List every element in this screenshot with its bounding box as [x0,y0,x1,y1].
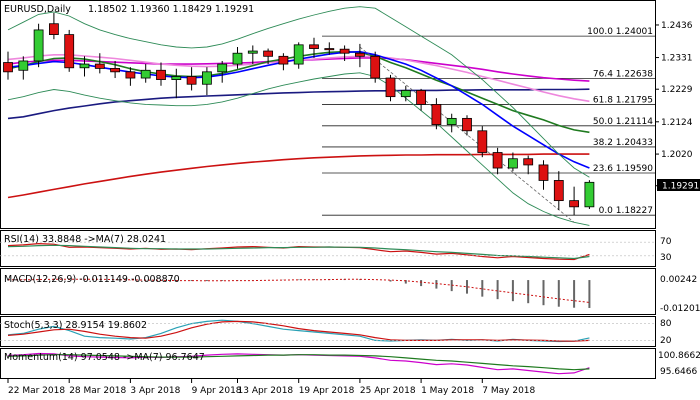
candle-body [584,181,595,208]
momentum-title: Momentum(14) 97.0548 ->MA(7) 96.7647 [4,352,205,363]
momentum-tick-top: 100.8662 [658,351,700,361]
macd-tick-top: 0.00242 [660,275,697,285]
stoch-tick-80: 80 [660,319,672,329]
x-tick-label: 1 May 2018 [421,386,474,396]
candle-body [3,62,13,73]
rsi-tick-30: 30 [660,253,672,263]
candle-body [462,117,472,132]
candle-body [140,69,151,79]
candle-body [186,76,197,85]
macd-panel: MACD(12,26,9) -0.011149 -0.008870 0.0024… [0,268,700,315]
candle-body [94,63,105,69]
candle-body [446,117,457,125]
fib-level-label: 76.4 1.22638 [593,69,653,79]
overlay-line [7,6,590,178]
chart-title: EURUSD,Daily [4,4,71,15]
momentum-panel: Momentum(14) 97.0548 ->MA(7) 96.7647 100… [0,348,700,379]
y-tick-label: 1.2331 [661,54,693,64]
indicator-line [7,242,590,261]
ohlc-header: 1.18502 1.19360 1.18429 1.19291 [88,4,254,15]
x-tick-label: 19 Apr 2018 [299,386,355,396]
y-tick-label: 1.2124 [661,118,693,128]
candle-body [278,55,289,65]
overlay-line [7,88,590,120]
candle-body [400,90,411,98]
rsi-panel: RSI(14) 33.8848 ->MA(7) 28.0241 70 30 [0,230,672,267]
candle-body [125,71,136,79]
stoch-title: Stoch(5,3,3) 28.9154 19.8602 [4,320,147,331]
candle-body [110,68,120,73]
x-tick-label: 22 Mar 2018 [8,386,65,396]
candle-body [431,104,442,125]
last-price-tag: 1.19291 [657,179,700,192]
rsi-tick-70: 70 [660,237,672,247]
candle-body [263,50,274,57]
rsi-title: RSI(14) 33.8848 ->MA(7) 28.0241 [4,234,166,245]
fib-level-label: 50.0 1.21114 [593,117,653,127]
candle-body [507,158,518,169]
x-tick-label: 25 Apr 2018 [360,386,416,396]
y-tick-label: 1.2229 [661,85,693,95]
candle-body [201,71,212,85]
candle-body [247,50,258,54]
stoch-panel: Stoch(5,3,3) 28.9154 19.8602 80 20 [0,316,672,347]
candle-body [293,44,304,65]
fib-level-label: 38.2 1.20433 [593,138,653,148]
candle-body [18,60,29,71]
candle-body [79,63,90,69]
x-tick-label: 28 Mar 2018 [69,386,126,396]
candle-body [309,44,319,49]
candle-body [416,90,427,105]
y-tick-label: 1.2020 [661,150,693,160]
momentum-tick-bottom: 95.6466 [660,367,697,377]
overlay-line [7,153,590,199]
candle-body [477,130,488,153]
candle-body [49,23,59,35]
candle-body [217,63,228,73]
candle-body [538,164,549,181]
macd-title: MACD(12,26,9) -0.011149 -0.008870 [4,274,180,285]
stoch-tick-20: 20 [660,336,672,346]
fib-level-label: 0.0 1.18227 [599,206,653,216]
macd-signal-line [8,278,590,303]
fib-level-label: 100.0 1.24001 [587,27,653,37]
x-tick-label: 3 Apr 2018 [130,386,180,396]
candle-body [569,200,579,208]
candle-body [354,52,365,57]
macd-tick-bottom: -0.012019 [660,304,700,314]
trend-line [359,46,575,223]
x-tick-label: 7 May 2018 [482,386,535,396]
candle-body [33,29,44,62]
fib-level-label: 61.8 1.21795 [593,95,653,105]
candle-body [553,180,564,202]
candle-body [370,55,381,79]
candle-body [492,152,503,169]
candle-body [523,158,534,166]
last-price-label: 1.19291 [662,182,699,192]
candle-body [385,77,396,98]
candle-body [339,48,350,54]
indicator-line [7,244,590,260]
price-panel: 100.0 1.24001 76.4 1.22638 61.8 1.21795 50.… [0,0,700,229]
indicator-line [7,354,590,371]
y-tick-label: 1.2436 [661,21,693,31]
overlay-line [7,72,590,226]
x-tick-label: 9 Apr 2018 [192,386,242,396]
candle-body [156,69,166,80]
candle-body [232,52,243,65]
x-axis: 22 Mar 2018 28 Mar 2018 3 Apr 2018 9 Apr 20… [7,379,536,396]
candle-body [64,34,75,69]
candle-body [324,48,335,51]
fib-level-label: 23.6 1.19590 [593,164,653,174]
candle-body [171,76,182,80]
x-tick-label: 13 Apr 2018 [238,386,294,396]
